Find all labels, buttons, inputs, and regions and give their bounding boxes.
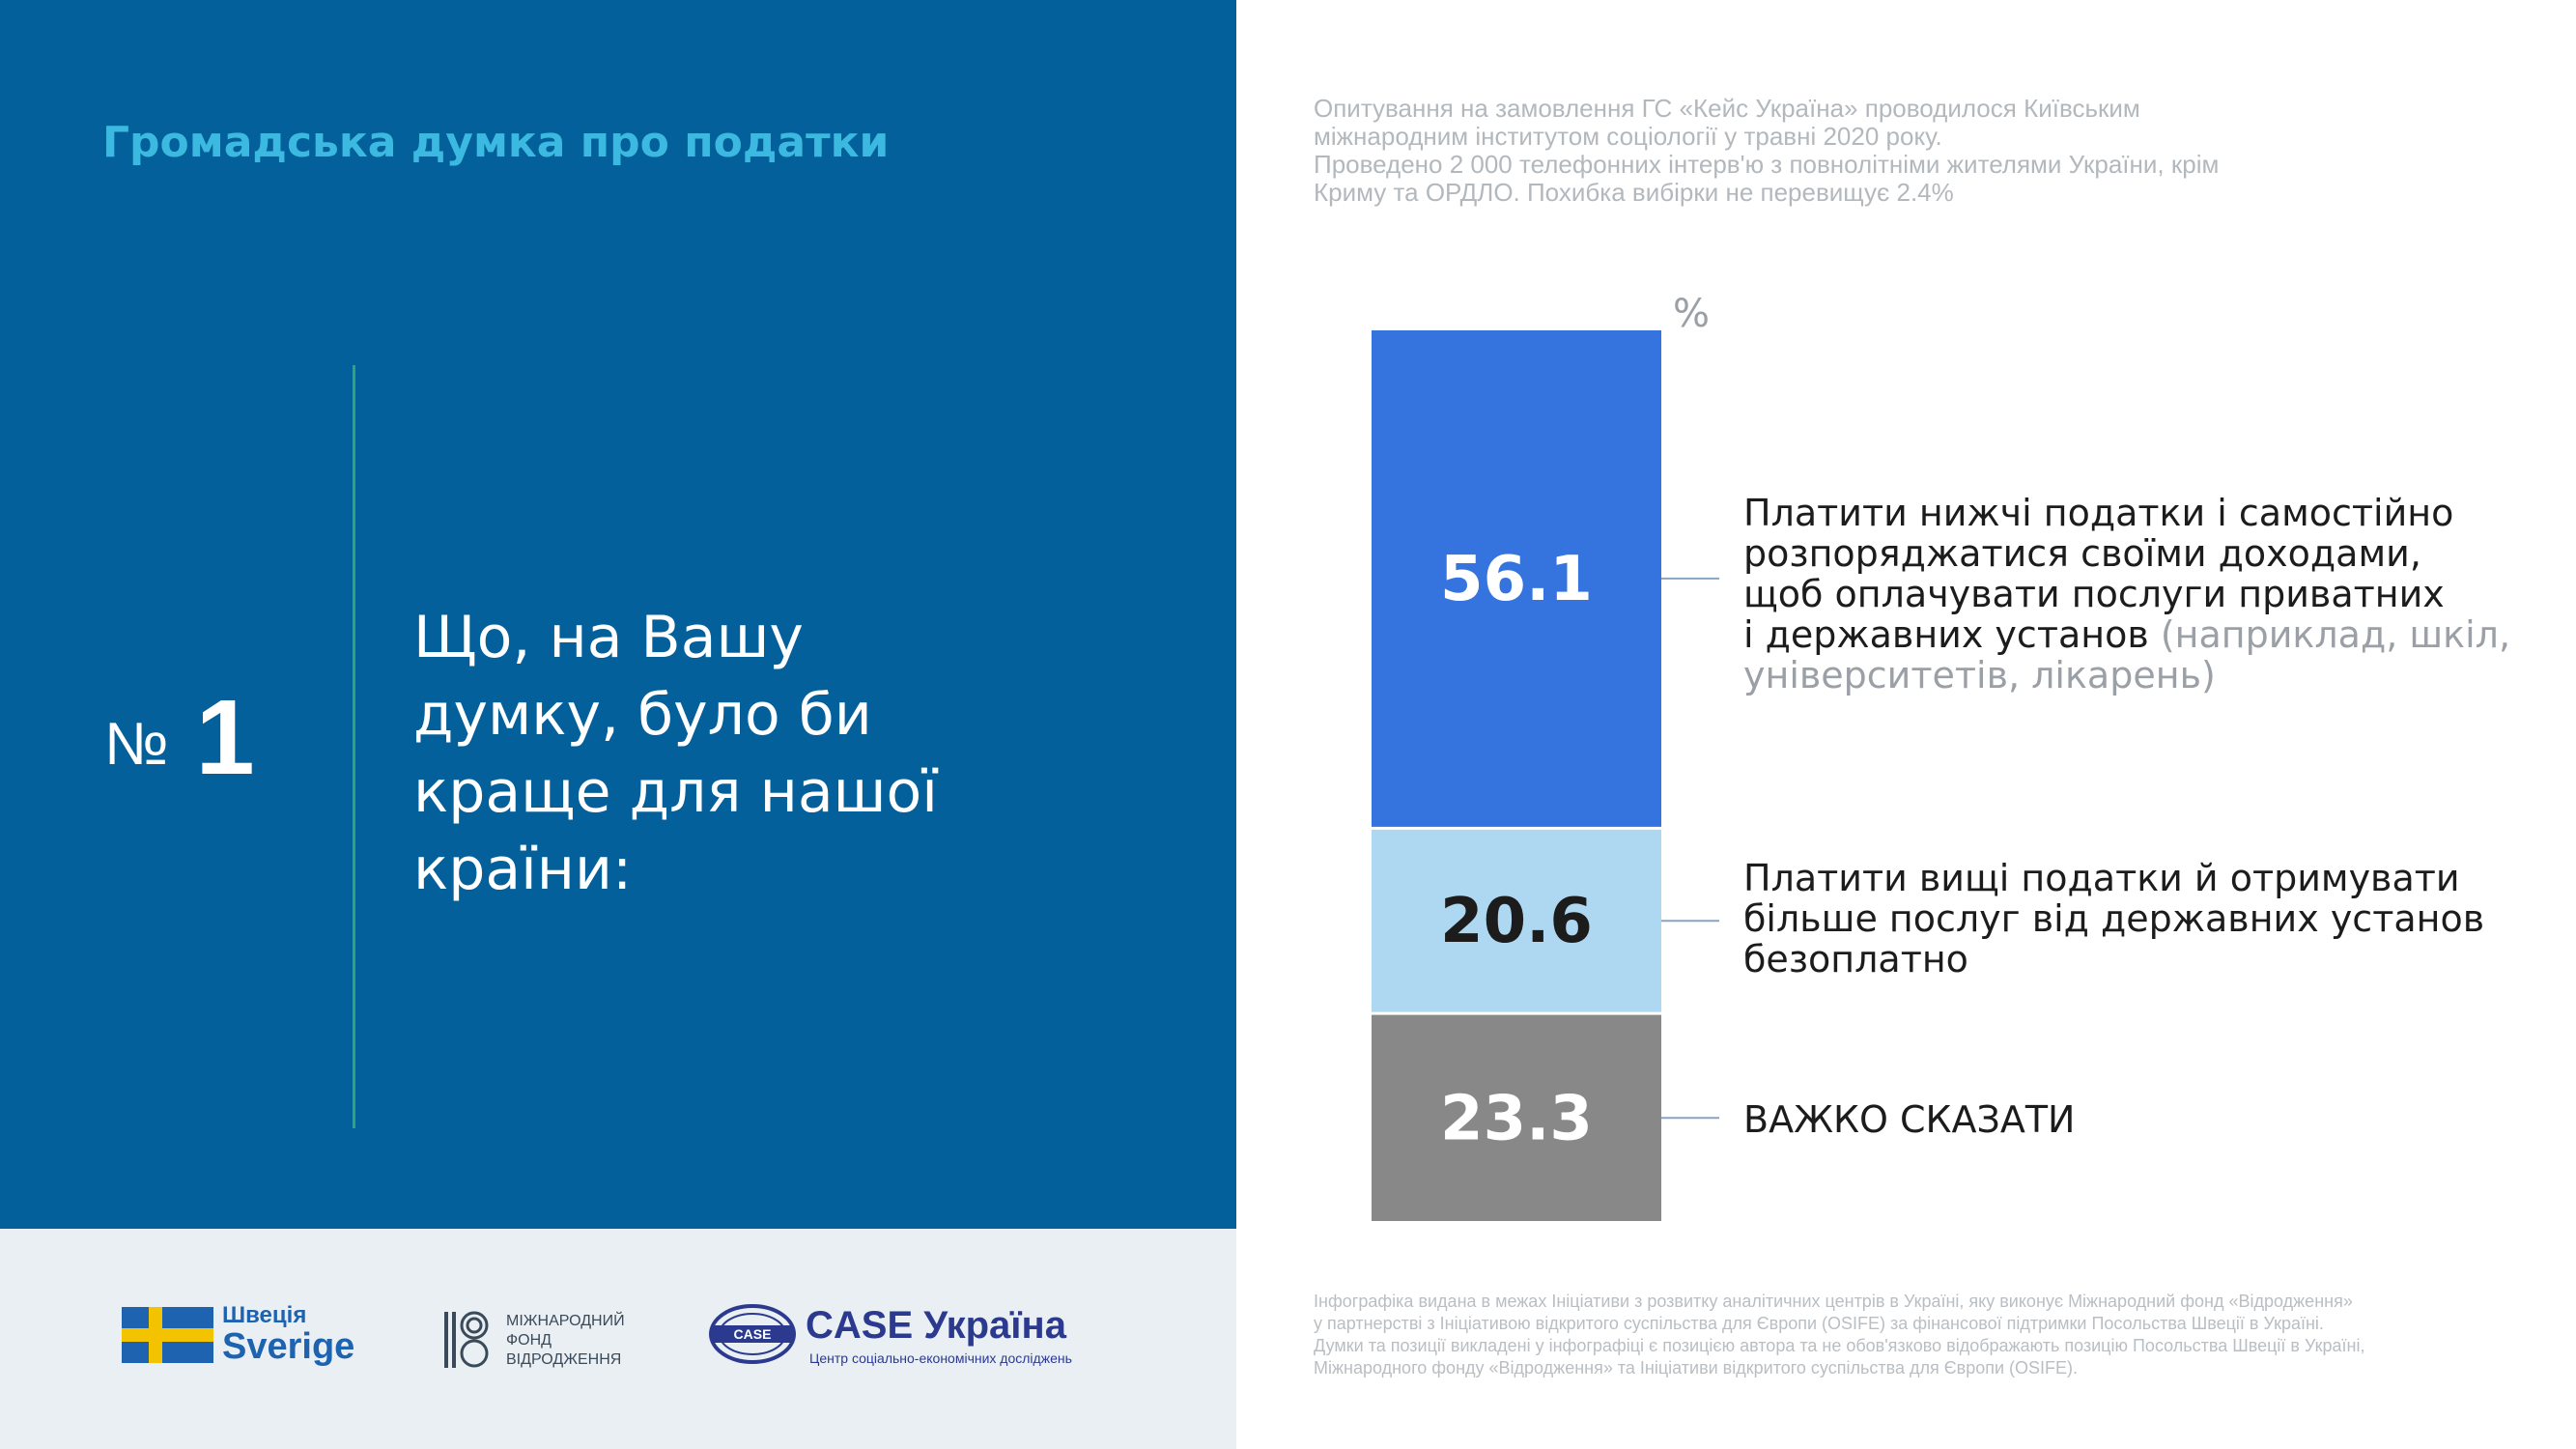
disclaimer-note: Інфографіка видана в межах Ініціативи з … <box>1314 1291 2511 1379</box>
irf-mark-icon <box>444 1311 489 1368</box>
case-logo-title: CASE Україна <box>806 1304 1066 1347</box>
question-number: № 1 <box>104 676 255 799</box>
option-label-example: (наприклад, шкіл, <box>2148 613 2511 656</box>
survey-note-line: міжнародним інститутом соціології у трав… <box>1314 122 1942 151</box>
option-label-line: безоплатно <box>1743 938 1968 980</box>
option-label-line: щоб оплачувати послуги приватних <box>1743 573 2445 615</box>
irf-logo: МІЖНАРОДНИЙ ФОНД ВІДРОДЖЕННЯ <box>442 1308 645 1372</box>
page-title: Громадська думка про податки <box>102 118 890 167</box>
sweden-logo-line1: Швеція <box>222 1302 307 1328</box>
bar-value-label: 20.6 <box>1440 886 1593 957</box>
option-label-lower-taxes: Платити нижчі податки і самостійно розпо… <box>1743 493 2510 696</box>
survey-note-line: Криму та ОРДЛО. Похибка вибірки не перев… <box>1314 178 1954 207</box>
bar-segment-lower-taxes <box>1372 330 1661 827</box>
disclaimer-line: Думки та позиції викладені у інфографіці… <box>1314 1336 2365 1355</box>
bar-segment-higher-taxes <box>1372 829 1661 1012</box>
sweden-flag-icon <box>122 1307 213 1363</box>
case-mark-text: CASE <box>734 1326 772 1342</box>
sweden-logo: Швеція Sverige <box>122 1302 354 1370</box>
option-label-line: Платити вищі податки й отримувати <box>1743 857 2460 899</box>
case-mark-icon: CASE <box>709 1304 796 1364</box>
question-line: думку, було би <box>413 681 872 749</box>
survey-note-line: Опитування на замовлення ГС «Кейс Україн… <box>1314 94 2140 123</box>
bar-segment-hard-to-say <box>1372 1014 1661 1221</box>
question-line: країни: <box>413 836 633 903</box>
survey-note-line: Проведено 2 000 телефонних інтерв'ю з по… <box>1314 150 2220 179</box>
case-logo: CASE CASE Україна Центр соціально-економ… <box>709 1304 1072 1372</box>
survey-note: Опитування на замовлення ГС «Кейс Україн… <box>1314 95 2337 207</box>
disclaimer-line: у партнерстві з Ініціативою відкритого с… <box>1314 1314 2324 1333</box>
irf-logo-text: МІЖНАРОДНИЙ ФОНД ВІДРОДЖЕННЯ <box>506 1313 625 1368</box>
option-label-line: і державних установ (наприклад, шкіл, <box>1743 614 2510 655</box>
option-label-line: Платити нижчі податки і самостійно <box>1743 492 2454 534</box>
question-text: Що, на Вашу думку, було би краще для наш… <box>413 599 1032 908</box>
number-sign: № <box>104 711 169 778</box>
question-panel <box>0 0 1236 1229</box>
question-line: Що, на Вашу <box>413 604 804 671</box>
option-label-line: ВАЖКО СКАЗАТИ <box>1743 1098 2076 1141</box>
bar-value-label: 23.3 <box>1440 1083 1593 1154</box>
question-line: краще для нашої <box>413 758 938 826</box>
option-label-higher-taxes: Платити вищі податки й отримувати більше… <box>1743 858 2484 980</box>
sweden-logo-line2: Sverige <box>222 1326 355 1367</box>
option-label-line: більше послуг від державних установ <box>1743 897 2485 940</box>
option-label-example: університетів, лікарень) <box>1743 654 2216 696</box>
option-label-hard-to-say: ВАЖКО СКАЗАТИ <box>1743 1099 2075 1140</box>
option-label-text: і державних установ <box>1743 613 2149 656</box>
unit-label: % <box>1673 292 1710 336</box>
option-label-line: розпоряджатися своїми доходами, <box>1743 532 2421 575</box>
vertical-divider <box>353 365 355 1128</box>
disclaimer-line: Міжнародного фонду «Відродження» та Ініц… <box>1314 1358 2079 1378</box>
case-logo-subtitle: Центр соціально-економічних досліджень <box>809 1350 1072 1366</box>
bar-value-label: 56.1 <box>1440 544 1593 615</box>
disclaimer-line: Інфографіка видана в межах Ініціативи з … <box>1314 1292 2353 1311</box>
number-value: 1 <box>195 678 255 797</box>
